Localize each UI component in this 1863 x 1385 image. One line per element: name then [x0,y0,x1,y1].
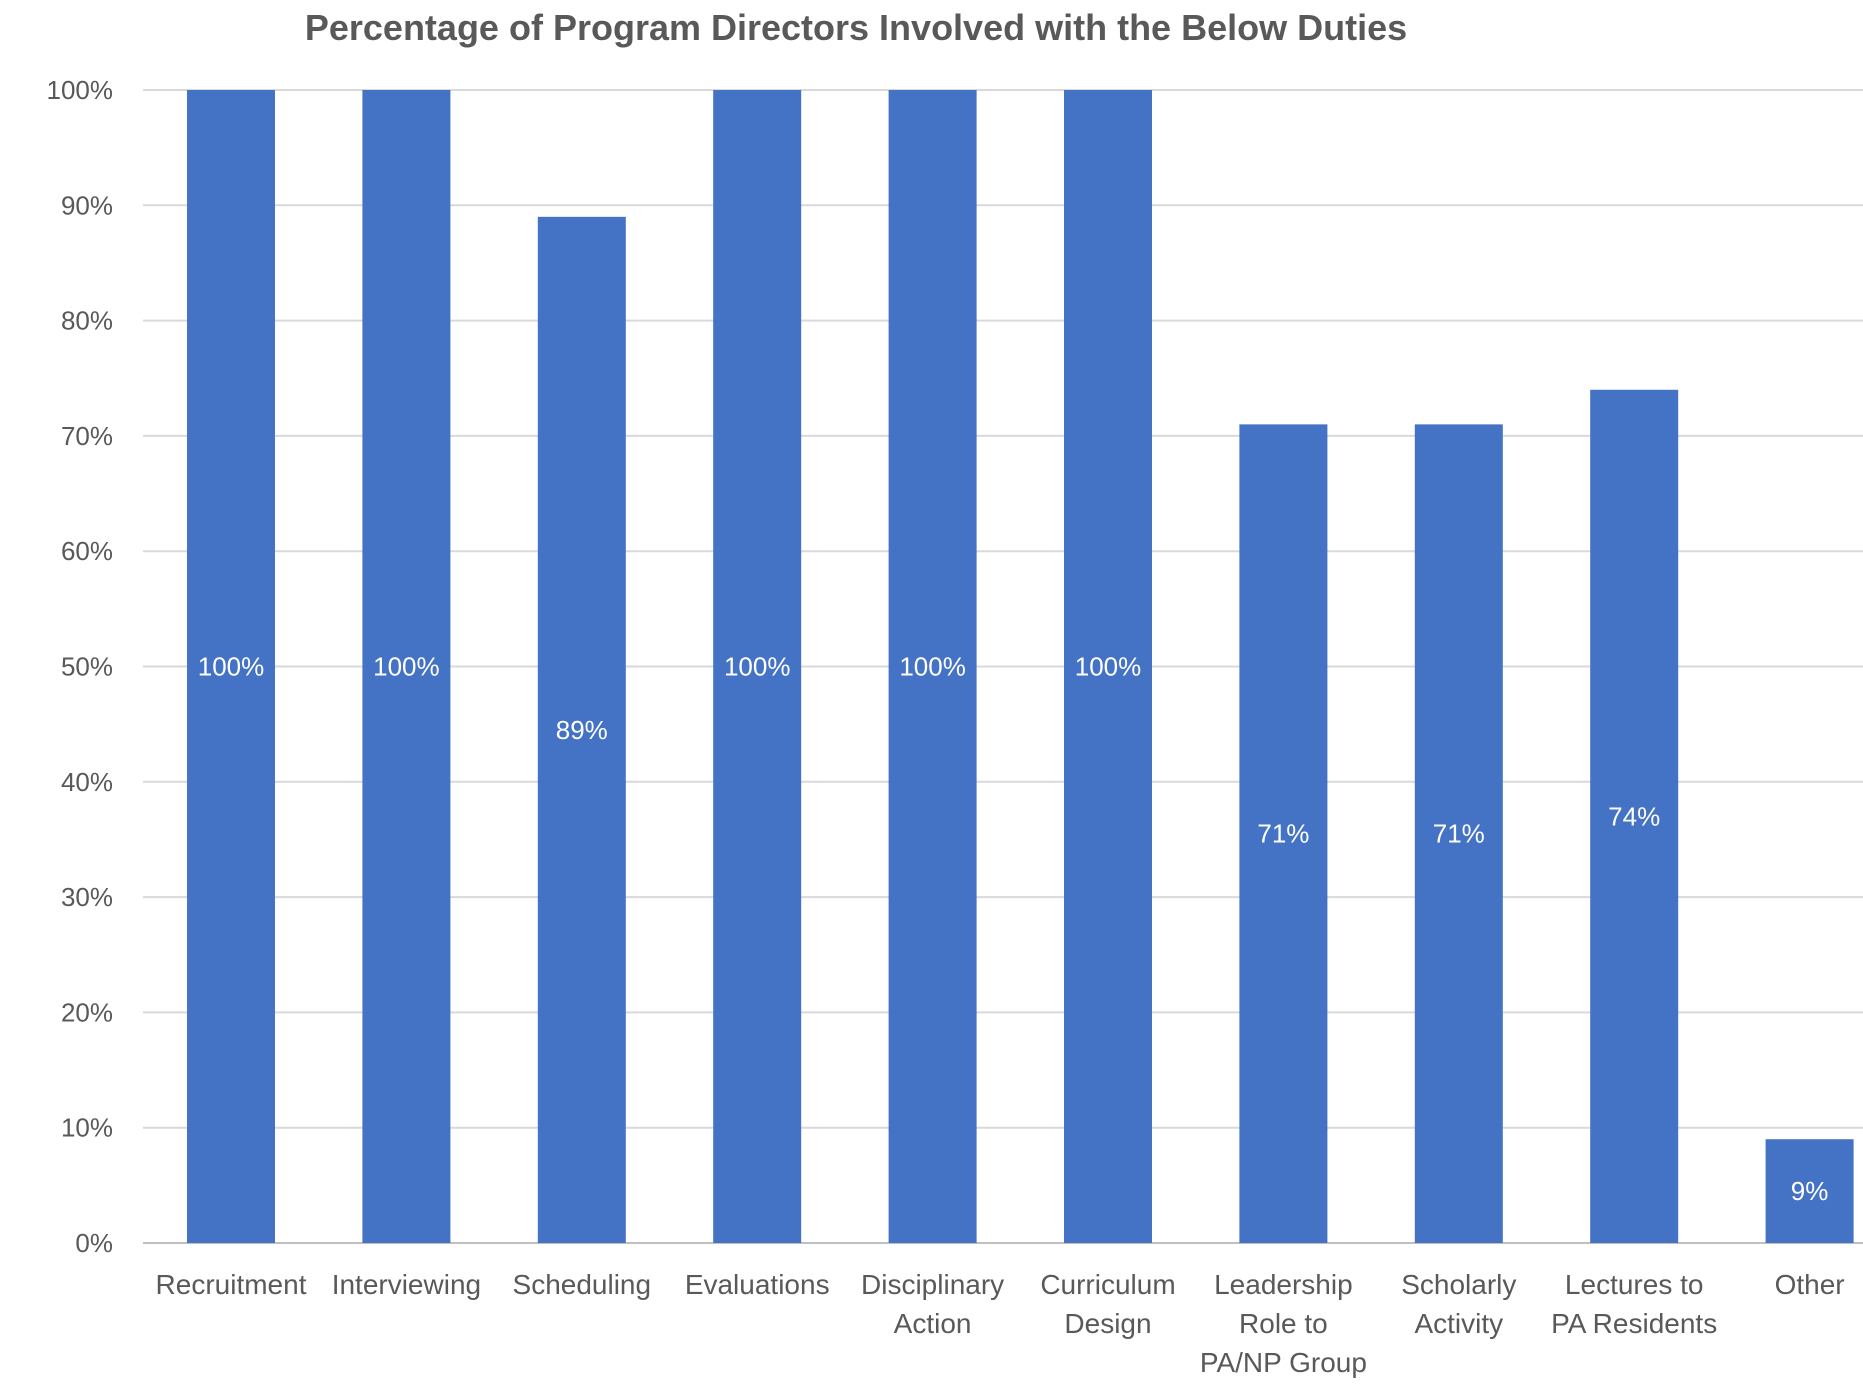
bar [1765,1139,1854,1243]
category-label: Other [1775,1269,1845,1300]
y-tick-label: 90% [61,190,113,220]
category-label: Evaluations [685,1269,830,1300]
data-label: 89% [556,715,608,745]
y-tick-label: 50% [61,652,113,682]
data-labels: 100% 100% 89% 100% 100% 100% 71% 71% 74% 9% [198,652,1829,1207]
bar [713,90,802,1243]
category-label: Disciplinary Action [861,1269,1004,1339]
bar [1590,389,1679,1243]
category-label: Recruitment [156,1269,307,1300]
y-tick-label: 20% [61,997,113,1027]
category-label: Scheduling [513,1269,652,1300]
category-label: Leadership Role to PA/NP Group [1200,1269,1367,1378]
data-label: 71% [1257,819,1309,849]
bar [537,216,626,1244]
y-tick-label: 60% [61,536,113,566]
data-label: 100% [373,652,440,682]
data-label: 71% [1433,819,1485,849]
bars [187,90,1854,1244]
bar [187,90,275,1243]
bar [1064,90,1152,1243]
y-tick-label: 40% [61,767,113,797]
category-label: Lectures to PA Residents [1551,1269,1717,1339]
bar [1414,424,1503,1243]
bar [1239,424,1328,1243]
data-label: 100% [899,652,966,682]
y-tick-label: 10% [61,1113,113,1143]
category-label: Interviewing [332,1269,481,1300]
data-label: 74% [1608,801,1660,831]
data-label: 9% [1791,1176,1829,1206]
chart-title: Percentage of Program Directors Involved… [305,7,1407,48]
y-tick-label: 100% [47,75,114,105]
category-label: Curriculum Design [1040,1269,1175,1339]
y-axis: 0% 10% 20% 30% 40% 50% 60% 70% 80% 90% 100% [47,75,114,1258]
y-tick-label: 30% [61,882,113,912]
y-tick-label: 0% [75,1228,113,1258]
category-label: Scholarly Activity [1401,1269,1516,1339]
data-label: 100% [724,652,791,682]
x-axis: Recruitment Interviewing Scheduling Evaluat… [156,1269,1845,1378]
y-tick-label: 70% [61,421,113,451]
y-tick-label: 80% [61,306,113,336]
data-label: 100% [198,652,265,682]
bar [888,90,977,1243]
data-label: 100% [1075,652,1142,682]
bar [362,90,451,1243]
